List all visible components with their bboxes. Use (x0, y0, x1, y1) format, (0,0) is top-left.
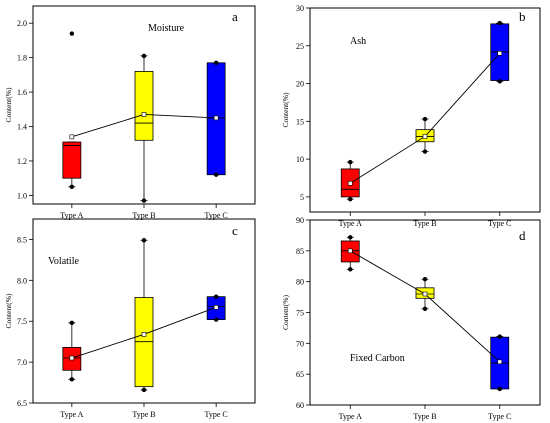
y-tick-label: 1.2 (17, 157, 27, 166)
panel-title: Moisture (148, 23, 185, 34)
y-tick-label: 5 (300, 193, 304, 202)
y-tick-label: 10 (296, 155, 304, 164)
panel-label: d (519, 228, 526, 243)
box-body (134, 297, 154, 388)
x-tick-label: Type C (488, 219, 511, 228)
whisker-end-point (348, 235, 353, 240)
panel-title: Fixed Carbon (350, 353, 405, 364)
y-tick-label: 60 (296, 401, 304, 410)
whisker-end-point (141, 387, 147, 393)
y-tick-label: 20 (296, 80, 304, 89)
y-tick-label: 2.0 (17, 19, 27, 28)
y-tick-label: 1.0 (17, 191, 27, 200)
whisker-end-point (348, 196, 353, 202)
y-tick-label: 6.5 (17, 399, 27, 408)
whisker-end-point (141, 198, 147, 203)
whisker-end-point (213, 317, 219, 322)
whisker-end-point (497, 79, 502, 84)
y-axis-label: Content(%) (281, 295, 290, 330)
y-tick-label: 30 (296, 4, 304, 13)
mean-marker (213, 115, 219, 121)
mean-marker (497, 51, 503, 56)
y-axis-label: Content(%) (4, 293, 13, 328)
x-tick-label: Type A (60, 211, 83, 220)
x-tick-label: Type B (413, 219, 436, 228)
y-tick-label: 65 (296, 370, 304, 379)
box-type-a (340, 159, 360, 202)
box-body (134, 71, 154, 141)
panel-label: c (232, 223, 238, 238)
mean-marker (422, 291, 428, 297)
whisker-end-point (213, 294, 219, 299)
y-tick-label: 1.8 (17, 54, 27, 63)
box-type-a (340, 235, 360, 272)
box-type-b (134, 53, 154, 203)
mean-marker (347, 180, 353, 186)
mean-marker (141, 332, 147, 337)
box-type-b (134, 238, 154, 393)
mean-marker (141, 112, 147, 117)
y-tick-label: 90 (296, 216, 304, 225)
panel-d: 60 65 70 75 80 85 90 Content(%) Type A Type B Type… (281, 216, 541, 421)
y-tick-label: 1.6 (17, 88, 27, 97)
whisker-end-point (348, 267, 353, 272)
y-tick-label: 70 (296, 339, 304, 348)
whisker-end-point (497, 386, 502, 392)
y-tick-label: 25 (296, 42, 304, 51)
panel-label: a (232, 9, 238, 24)
y-tick-label: 75 (296, 309, 304, 318)
y-tick-label: 80 (296, 278, 304, 287)
box-type-a (62, 320, 82, 382)
panel-title: Volatile (48, 256, 79, 267)
outlier-point (69, 31, 75, 36)
x-tick-label: Type A (339, 219, 362, 228)
box-type-a (62, 31, 82, 189)
panel-b: 5 10 15 20 25 30 Content(%) Type A Type B Type C A… (281, 4, 541, 228)
mean-marker (69, 134, 75, 140)
whisker-end-point (141, 238, 147, 243)
box-body (62, 141, 82, 179)
y-tick-label: 8.5 (17, 235, 27, 244)
whisker-end-point (497, 20, 502, 26)
whisker-end-point (348, 159, 353, 165)
y-tick-label: 85 (296, 247, 304, 256)
x-tick-label: Type B (132, 211, 155, 220)
x-tick-label: Type B (132, 410, 155, 419)
panel-a: 1.0 1.2 1.4 1.6 1.8 2.0 Content(%) Type A Type B… (4, 5, 256, 220)
whisker-end-point (69, 377, 75, 382)
x-tick-label: Type A (60, 410, 83, 419)
y-tick-label: 15 (296, 117, 304, 126)
mean-marker (422, 134, 428, 139)
whisker-end-point (422, 116, 428, 122)
whisker-end-point (422, 306, 428, 311)
x-tick-label: Type C (205, 211, 228, 220)
mean-marker (497, 359, 503, 365)
y-tick-label: 1.4 (17, 123, 27, 132)
whisker-end-point (141, 53, 147, 59)
whisker-end-point (213, 60, 219, 66)
x-tick-label: Type B (413, 412, 436, 421)
x-tick-label: Type C (488, 412, 511, 421)
whisker-end-point (422, 277, 428, 282)
whisker-end-point (213, 172, 219, 177)
mean-marker (213, 305, 219, 310)
mean-marker (347, 248, 353, 254)
mean-marker (69, 355, 75, 361)
panel-c: 6.5 7.0 7.5 8.0 8.5 Content(%) Type A Type B Typ… (4, 218, 256, 419)
panel-title: Ash (350, 36, 366, 47)
panel-label: b (519, 9, 526, 24)
y-axis-label: Content(%) (281, 92, 290, 127)
x-tick-label: Type C (205, 410, 228, 419)
whisker-end-point (497, 334, 502, 339)
whisker-end-point (69, 184, 75, 189)
x-tick-label: Type A (339, 412, 362, 421)
y-tick-label: 7.5 (17, 317, 27, 326)
whisker-end-point (69, 320, 75, 326)
y-tick-label: 7.0 (17, 358, 27, 367)
y-tick-label: 8.0 (17, 276, 27, 285)
y-axis-label: Content(%) (4, 87, 13, 122)
whisker-end-point (422, 149, 428, 154)
